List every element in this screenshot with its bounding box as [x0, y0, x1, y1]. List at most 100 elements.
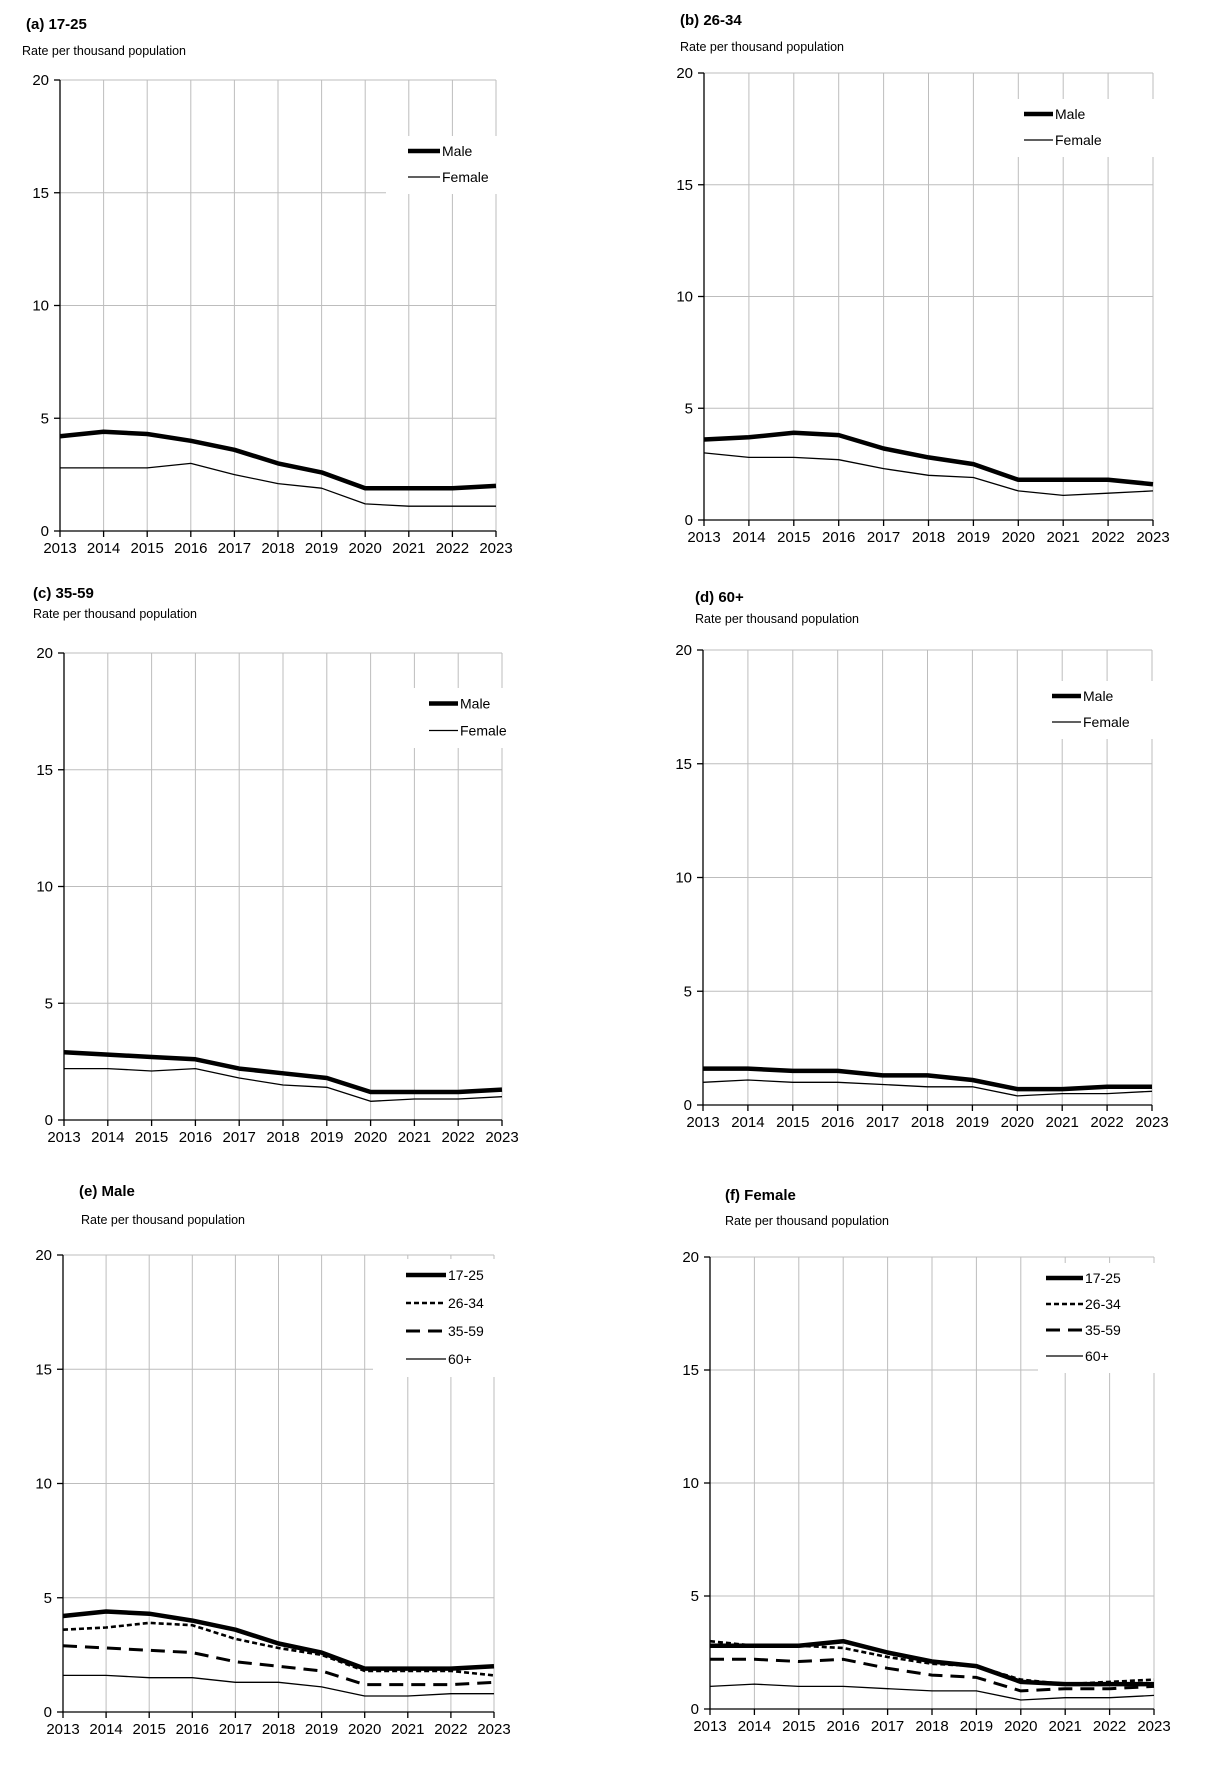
- legend-label: 17-25: [448, 1267, 484, 1283]
- legend-background: [1016, 99, 1154, 157]
- legend: Male Female: [408, 688, 518, 748]
- x-tick-label: 2014: [732, 529, 765, 546]
- x-tick-label: 2018: [915, 1718, 948, 1735]
- y-axis-label: Rate per thousand population: [81, 1213, 245, 1227]
- x-tick-label: 2016: [822, 529, 855, 546]
- legend-label: Female: [1055, 132, 1102, 148]
- x-tick-label: 2019: [305, 540, 338, 557]
- x-tick-label: 2023: [1137, 1718, 1170, 1735]
- x-tick-label: 2016: [179, 1129, 212, 1146]
- x-tick-label: 2022: [436, 540, 469, 557]
- x-tick-label: 2016: [827, 1718, 860, 1735]
- x-tick-label: 2018: [261, 540, 294, 557]
- x-tick-label: 2018: [262, 1721, 295, 1738]
- legend-label: 26-34: [448, 1295, 484, 1311]
- legend-label: 26-34: [1085, 1296, 1121, 1312]
- x-tick-label: 2023: [485, 1129, 518, 1146]
- x-tick-label: 2020: [348, 1721, 381, 1738]
- x-tick-label: 2013: [687, 529, 720, 546]
- x-tick-label: 2014: [731, 1114, 764, 1131]
- x-tick-label: 2015: [131, 540, 164, 557]
- y-tick-label: 0: [691, 1701, 699, 1718]
- x-tick-label: 2016: [176, 1721, 209, 1738]
- series-line-male: [703, 430, 1154, 487]
- series-line-60-: [63, 1674, 494, 1697]
- x-tick-label: 2022: [1090, 1114, 1123, 1131]
- legend: Male Female: [1050, 681, 1160, 739]
- series-line-female: [702, 1079, 1153, 1097]
- legend-background: [1038, 1263, 1198, 1373]
- y-tick-label: 15: [32, 185, 49, 202]
- y-tick-label: 5: [45, 995, 53, 1012]
- x-tick-label: 2023: [477, 1721, 510, 1738]
- x-tick-label: 2017: [866, 1114, 899, 1131]
- y-axis-label: Rate per thousand population: [725, 1214, 889, 1228]
- y-axis-label: Rate per thousand population: [680, 40, 844, 54]
- y-tick-label: 5: [685, 400, 693, 417]
- x-tick-label: 2020: [1004, 1718, 1037, 1735]
- x-tick-label: 2013: [47, 1129, 80, 1146]
- series-line-35-59: [710, 1657, 1155, 1693]
- y-tick-label: 20: [35, 1247, 52, 1264]
- x-tick-label: 2019: [957, 529, 990, 546]
- series-line-female: [60, 462, 496, 507]
- x-tick-label: 2015: [776, 1114, 809, 1131]
- legend: 17-25 26-34 35-59 60+: [373, 1259, 523, 1377]
- series-line-35-59: [62, 1644, 495, 1687]
- y-tick-label: 10: [675, 870, 692, 887]
- y-tick-label: 15: [35, 1361, 52, 1378]
- y-tick-label: 0: [684, 1097, 692, 1114]
- chart-panel-d: (d) 60+ Rate per thousand population 0 5 10 1…: [675, 589, 1168, 1131]
- legend-background: [1050, 681, 1160, 739]
- x-tick-label: 2020: [354, 1129, 387, 1146]
- y-tick-label: 10: [35, 1476, 52, 1493]
- x-tick-label: 2021: [398, 1129, 431, 1146]
- x-tick-label: 2022: [1093, 1718, 1126, 1735]
- series-line-male: [59, 429, 497, 491]
- chart-title: (a) 17-25: [26, 16, 87, 33]
- chart-panel-e: (e) Male Rate per thousand population 0 5 10…: [35, 1183, 523, 1738]
- x-tick-label: 2013: [686, 1114, 719, 1131]
- x-tick-label: 2017: [223, 1129, 256, 1146]
- legend-label: 60+: [448, 1351, 472, 1367]
- y-tick-label: 20: [675, 642, 692, 659]
- y-tick-label: 20: [36, 645, 53, 662]
- legend: Male Female: [1016, 99, 1154, 157]
- x-tick-label: 2020: [349, 540, 382, 557]
- y-tick-label: 20: [32, 72, 49, 89]
- x-tick-label: 2013: [43, 540, 76, 557]
- y-tick-label: 0: [685, 512, 693, 529]
- x-tick-label: 2023: [479, 540, 512, 557]
- chart-title: (b) 26-34: [680, 12, 742, 29]
- legend-label: Male: [1055, 106, 1086, 122]
- x-tick-label: 2017: [218, 540, 251, 557]
- legend-label: Male: [1083, 688, 1114, 704]
- x-tick-label: 2021: [1047, 529, 1080, 546]
- series-line-male: [703, 1066, 1152, 1092]
- x-tick-label: 2021: [391, 1721, 424, 1738]
- legend-background: [386, 136, 534, 194]
- chart-panel-a: (a) 17-25 Rate per thousand population 0 5 1…: [22, 16, 534, 557]
- x-tick-label: 2019: [310, 1129, 343, 1146]
- x-tick-label: 2015: [135, 1129, 168, 1146]
- y-tick-label: 10: [676, 289, 693, 306]
- legend: 17-25 26-34 35-59 60+: [1038, 1263, 1198, 1373]
- x-tick-label: 2015: [133, 1721, 166, 1738]
- legend-label: Female: [1083, 714, 1130, 730]
- y-axis-label: Rate per thousand population: [22, 44, 186, 58]
- y-tick-label: 5: [44, 1590, 52, 1607]
- x-tick-label: 2014: [91, 1129, 124, 1146]
- x-tick-label: 2018: [912, 529, 945, 546]
- x-tick-label: 2015: [782, 1718, 815, 1735]
- x-tick-label: 2017: [867, 529, 900, 546]
- y-tick-label: 15: [682, 1362, 699, 1379]
- x-tick-label: 2022: [442, 1129, 475, 1146]
- x-tick-label: 2017: [219, 1721, 252, 1738]
- y-tick-label: 10: [32, 298, 49, 315]
- legend-background: [408, 688, 518, 748]
- x-tick-label: 2022: [1091, 529, 1124, 546]
- y-axis-label: Rate per thousand population: [33, 607, 197, 621]
- y-tick-label: 20: [676, 65, 693, 82]
- x-tick-label: 2021: [392, 540, 425, 557]
- legend-label: 35-59: [448, 1323, 484, 1339]
